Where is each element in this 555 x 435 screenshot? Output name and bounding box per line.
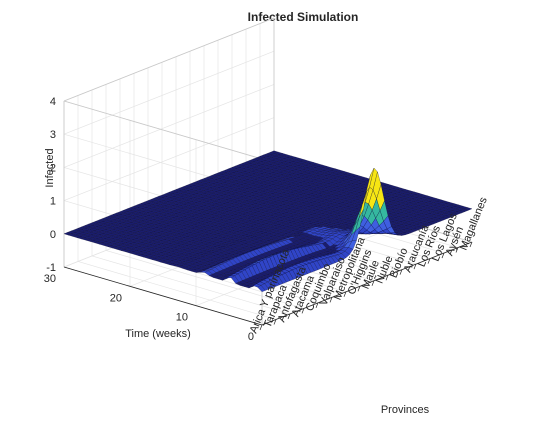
x-axis-label: Provinces — [381, 404, 430, 416]
x-tick-mark — [357, 286, 361, 292]
y-axis-line — [63, 266, 263, 326]
x-tick-mark — [427, 258, 431, 264]
chart-title: Infected Simulation — [248, 10, 359, 24]
z-tick-label: 3 — [50, 129, 56, 141]
x-tick-mark — [469, 241, 473, 248]
axis-edge — [63, 17, 275, 102]
surface-mesh — [63, 150, 473, 292]
x-tick-mark — [315, 302, 319, 308]
x-tick-label: Magallanes — [458, 195, 490, 252]
y-axis-label: Time (weeks) — [125, 328, 191, 340]
z-tick-label: 2 — [50, 162, 56, 174]
z-tick-label: 1 — [50, 196, 56, 208]
grid-line — [63, 50, 275, 135]
z-tick-label: -1 — [46, 262, 56, 274]
y-tick-label: 10 — [176, 312, 188, 324]
grid-line — [77, 261, 277, 320]
surface-facet — [463, 207, 473, 211]
y-tick-label: 20 — [110, 292, 122, 304]
x-tick-mark — [273, 319, 277, 325]
axis-edge — [63, 100, 263, 160]
x-tick-mark — [399, 269, 403, 275]
grid-line — [105, 250, 305, 309]
z-axis-label: Infected — [44, 148, 56, 187]
x-tick-mark — [329, 297, 333, 303]
x-tick-mark — [441, 252, 445, 259]
z-tick-label: 4 — [50, 96, 56, 108]
z-tick-label: 0 — [50, 229, 56, 241]
x-tick-mark — [259, 324, 263, 331]
x-tick-mark — [343, 291, 347, 297]
x-tick-mark — [287, 313, 291, 320]
x-tick-mark — [301, 308, 305, 314]
grid-line — [63, 117, 275, 201]
x-tick-mark — [371, 280, 375, 286]
x-tick-mark — [385, 275, 389, 281]
grid-line — [91, 255, 291, 315]
x-tick-mark — [455, 247, 459, 253]
x-axis-line — [261, 241, 473, 326]
grid-line — [63, 84, 275, 168]
y-tick-label: 30 — [44, 273, 56, 285]
y-tick-label: 0 — [248, 331, 254, 343]
x-tick-mark — [413, 264, 417, 270]
